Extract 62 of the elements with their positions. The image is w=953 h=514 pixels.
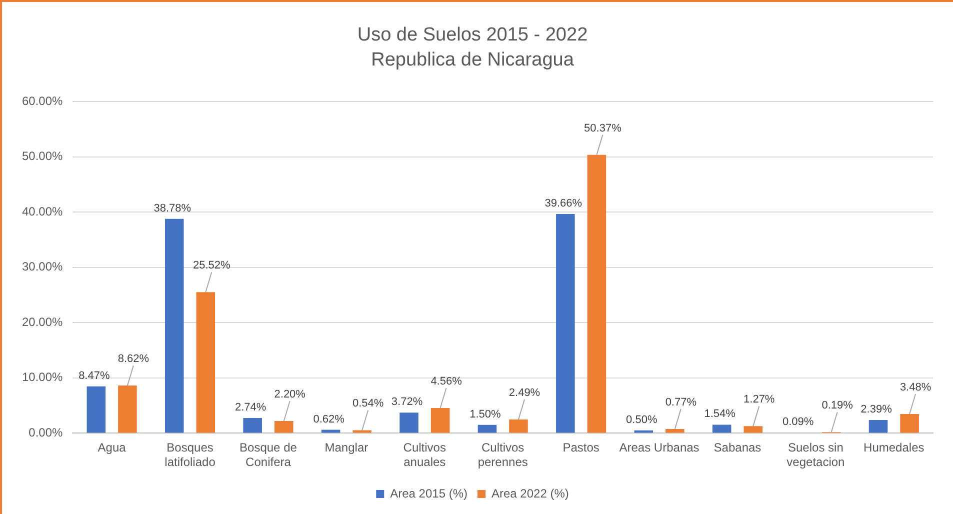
- x-tick-label: Humedales: [864, 440, 924, 455]
- data-label: 8.62%: [118, 353, 150, 366]
- x-tick-label: Pastos: [562, 440, 600, 455]
- x-tick-label: Cultivos anuales: [403, 440, 446, 470]
- data-label: 2.39%: [860, 404, 892, 416]
- y-tick-label: 60.00%: [22, 94, 64, 108]
- x-tick-label: Cultivos perennes: [478, 440, 528, 470]
- bar: [430, 408, 450, 433]
- data-label: 1.50%: [470, 408, 502, 420]
- data-label: 3.72%: [391, 396, 423, 408]
- bar: [400, 412, 418, 433]
- data-label: 2.20%: [274, 388, 306, 401]
- x-tick-label: Bosque de Conifera: [240, 440, 298, 470]
- legend-label: Area 2015 (%): [390, 486, 468, 500]
- data-label: 0.09%: [782, 416, 814, 428]
- chart-subtitle: Republica de Nicaragua: [371, 49, 574, 70]
- bar: [666, 428, 684, 433]
- data-label: 2.49%: [508, 386, 540, 399]
- data-label: 3.48%: [900, 382, 932, 394]
- bar: [587, 154, 606, 433]
- x-tick-label: Areas Urbanas: [619, 440, 700, 455]
- data-label: 1.54%: [704, 408, 736, 420]
- data-label: 1.27%: [744, 394, 775, 406]
- bar: [243, 418, 262, 433]
- y-tick-label: 50.00%: [22, 149, 64, 164]
- x-tick-label: Bosques latifoliado: [164, 440, 216, 470]
- data-label: 2.74%: [234, 402, 266, 414]
- bar: [196, 292, 216, 433]
- data-label: 38.78%: [154, 202, 192, 214]
- bar: [352, 430, 372, 433]
- bar: [556, 214, 575, 433]
- data-label: 8.47%: [78, 370, 110, 382]
- x-tick-label: Manglar: [324, 440, 368, 455]
- data-label: 0.54%: [352, 398, 384, 410]
- y-tick-label: 20.00%: [22, 314, 64, 329]
- data-label: 39.66%: [544, 198, 582, 210]
- bar: [86, 386, 106, 433]
- x-tick-label: Suelos sin vegetacion: [786, 440, 845, 470]
- bar: [509, 419, 528, 433]
- data-label: 0.77%: [665, 396, 697, 408]
- y-tick-label: 10.00%: [22, 370, 64, 384]
- data-label: 0.19%: [822, 400, 854, 412]
- y-tick-label: 30.00%: [22, 260, 64, 274]
- y-tick-label: 40.00%: [22, 204, 64, 218]
- bar: [164, 218, 184, 433]
- x-tick-label: Agua: [98, 440, 126, 455]
- bar: [900, 414, 919, 433]
- bar: [712, 424, 732, 433]
- bar: [868, 420, 888, 433]
- chart-title: Uso de Suelos 2015 - 2022: [357, 24, 588, 46]
- bar: [478, 424, 497, 433]
- x-tick-label: Sabanas: [714, 440, 762, 455]
- data-label: 25.52%: [193, 260, 231, 272]
- data-label: 4.56%: [430, 376, 462, 388]
- legend-label: Area 2022 (%): [492, 486, 569, 500]
- y-tick-label: 0.00%: [28, 426, 64, 440]
- bar: [744, 426, 763, 433]
- data-label: 50.37%: [584, 122, 622, 134]
- data-label: 0.62%: [313, 413, 345, 426]
- data-label: 0.50%: [626, 414, 658, 426]
- bar: [274, 421, 294, 433]
- bar: [118, 386, 137, 433]
